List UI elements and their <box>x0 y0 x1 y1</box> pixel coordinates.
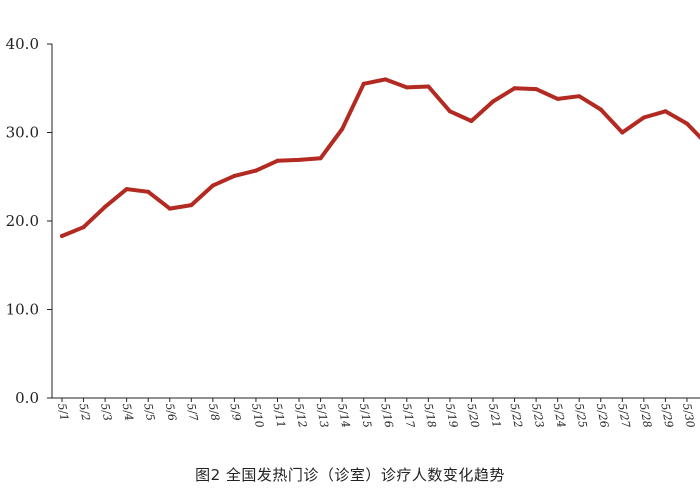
data-point <box>81 225 86 230</box>
y-tick-label: 40.0 <box>6 35 39 53</box>
x-tick-label: 5/22 <box>508 402 525 429</box>
x-tick-label: 5/4 <box>120 402 136 422</box>
data-point <box>340 127 345 131</box>
y-tick-label: 30.0 <box>6 124 39 142</box>
data-point <box>685 121 689 126</box>
x-tick-label: 5/1 <box>55 402 71 422</box>
series-line <box>60 77 700 238</box>
x-tick-label: 5/20 <box>464 402 481 429</box>
x-tick-label: 5/26 <box>594 402 611 429</box>
data-point <box>232 173 237 178</box>
x-tick-label: 5/6 <box>163 402 179 422</box>
data-point <box>404 85 409 90</box>
data-point <box>275 158 280 163</box>
y-tick-label: 10.0 <box>6 301 39 319</box>
data-point <box>555 96 560 101</box>
x-tick-label: 5/12 <box>292 402 309 429</box>
data-point <box>512 86 517 91</box>
x-tick-label: 5/21 <box>486 402 503 429</box>
x-tick-label: 5/27 <box>615 402 632 429</box>
data-point <box>663 109 668 114</box>
x-tick-label: 5/16 <box>378 402 395 429</box>
series-group <box>60 77 700 238</box>
x-tick-label: 5/9 <box>227 402 243 422</box>
x-tick-label: 5/3 <box>98 402 114 422</box>
data-point <box>426 84 431 89</box>
data-point <box>124 187 129 192</box>
x-tick-label: 5/2 <box>77 402 93 422</box>
x-tick-label: 5/14 <box>335 402 352 429</box>
data-point <box>383 77 388 82</box>
data-point <box>146 189 151 194</box>
x-tick-label: 5/28 <box>637 402 654 429</box>
x-tick-label: 5/15 <box>357 402 374 429</box>
data-point <box>189 203 194 208</box>
data-point <box>318 156 323 161</box>
data-point <box>577 94 582 99</box>
axes <box>51 44 700 399</box>
x-tick-label: 5/8 <box>206 402 222 422</box>
x-tick-label: 5/5 <box>141 402 157 422</box>
data-point <box>103 204 108 209</box>
x-tick-label: 5/30 <box>680 402 697 429</box>
x-tick-label: 5/25 <box>572 402 589 429</box>
data-point <box>620 130 625 135</box>
y-tick-label: 20.0 <box>6 212 39 230</box>
y-axis-ticks: 0.0 10.0 20.0 30.0 40.0 <box>6 35 52 407</box>
data-point <box>297 157 302 162</box>
data-point <box>167 206 172 211</box>
x-tick-label: 5/11 <box>271 402 288 429</box>
x-tick-label: 5/10 <box>249 402 266 429</box>
x-tick-label: 5/19 <box>443 402 460 429</box>
data-point <box>361 81 366 86</box>
x-tick-label: 5/7 <box>184 402 200 422</box>
x-tick-label: 5/13 <box>314 402 331 429</box>
data-point <box>210 183 215 188</box>
x-tick-label: 5/29 <box>658 402 675 429</box>
data-point <box>254 168 258 173</box>
data-point <box>491 99 495 104</box>
x-tick-label: 5/23 <box>529 402 546 429</box>
chart-title: 图2 全国发热门诊（诊室）诊疗人数变化趋势 <box>195 466 505 484</box>
data-point <box>641 115 646 120</box>
x-tick-label: 5/18 <box>421 402 438 429</box>
data-point <box>60 234 64 238</box>
x-tick-label: 5/17 <box>400 402 417 429</box>
data-point <box>469 119 474 123</box>
data-point <box>447 109 452 114</box>
x-tick-label: 5/24 <box>551 402 568 429</box>
x-axis-ticks: 5/1 5/2 5/3 5/4 5/5 5/6 5/7 5/8 5/9 5/10 5/11 5/12 5… <box>55 398 697 429</box>
y-tick-label: 0.0 <box>15 389 39 407</box>
data-point <box>534 87 539 92</box>
data-point <box>598 107 603 112</box>
